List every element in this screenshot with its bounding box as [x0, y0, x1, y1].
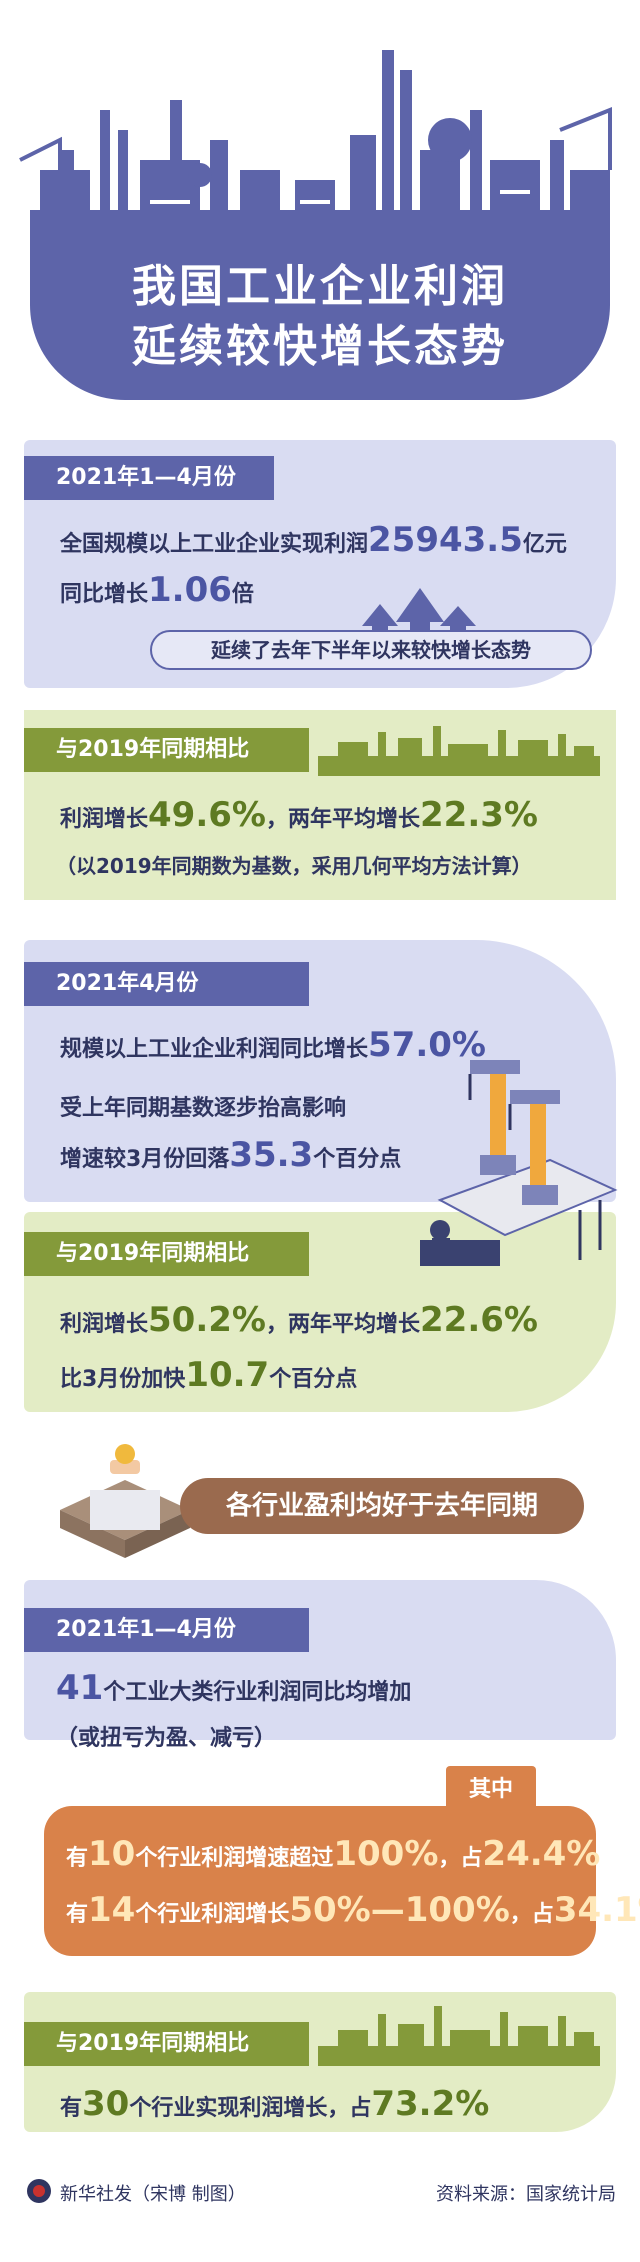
- section-tag: 与2019年同期相比: [24, 728, 309, 772]
- label: 有: [60, 2096, 83, 2121]
- label: 个行业实现利润增长，占: [129, 2096, 372, 2121]
- total-profit-value: 25943.5: [368, 520, 523, 560]
- growth-arrows-icon: [362, 588, 476, 630]
- profit-growth-vs-2019-line: 利润增长49.6%，两年平均增长22.3%: [60, 795, 538, 835]
- industries-vs-2019-line: 有30个行业实现利润增长，占73.2%: [60, 2084, 489, 2124]
- xinhua-logo-icon: [27, 2179, 51, 2203]
- value: 50%—100%: [289, 1890, 510, 1930]
- label: 有: [66, 1846, 89, 1871]
- yoy-growth-line: 同比增长1.06倍: [60, 570, 254, 610]
- section-tag: 2021年4月份: [24, 962, 309, 1006]
- label: 有: [66, 1902, 89, 1927]
- avg-growth-value: 22.3%: [420, 795, 538, 835]
- label: 比3月份加快: [60, 1367, 186, 1392]
- acceleration-line: 比3月份加快10.7个百分点: [60, 1355, 357, 1395]
- label: 个百分点: [269, 1367, 358, 1392]
- industry-banner-text: 各行业盈利均好于去年同期: [225, 1491, 538, 1521]
- industry-banner: 各行业盈利均好于去年同期: [180, 1478, 584, 1534]
- value: 73.2%: [371, 2084, 490, 2124]
- breakdown-badge-text: 其中: [468, 1777, 513, 1802]
- total-profit-unit: 亿元: [522, 532, 567, 557]
- value: 30: [82, 2084, 130, 2124]
- footer-credit: 新华社发（宋博 制图）: [60, 2180, 246, 2206]
- total-profit-line: 全国规模以上工业企业实现利润25943.5亿元: [60, 520, 567, 560]
- avg-growth-value: 22.6%: [420, 1300, 538, 1340]
- slowdown-value: 35.3: [229, 1135, 314, 1175]
- industries-increase-line: 41个工业大类行业利润同比均增加: [56, 1668, 411, 1708]
- section-tag: 与2019年同期相比: [24, 1232, 309, 1276]
- factory-silhouette-icon: [318, 726, 600, 776]
- method-note: （以2019年同期数为基数，采用几何平均方法计算）: [56, 854, 532, 878]
- page-title-line1: 我国工业企业利润: [132, 261, 508, 312]
- breakdown-badge: 其中: [446, 1766, 536, 1814]
- value: 14: [88, 1890, 136, 1930]
- label: 个行业利润增长: [135, 1902, 290, 1927]
- total-profit-label: 全国规模以上工业企业实现利润: [60, 532, 369, 557]
- value: 34.1%: [553, 1890, 640, 1930]
- industrial-skyline-illustration: [19, 50, 612, 230]
- data-source: 资料来源：国家统计局: [436, 2184, 616, 2205]
- title-banner: [30, 210, 610, 400]
- trend-note: 延续了去年下半年以来较快增长态势: [211, 638, 531, 662]
- label: 利润增长: [60, 807, 149, 832]
- label: 规模以上工业企业利润同比增长: [60, 1037, 369, 1062]
- breakdown-line-1: 有10个行业利润增速超过100%，占24.4%: [66, 1834, 600, 1874]
- label: 个工业大类行业利润同比均增加: [103, 1680, 412, 1705]
- breakdown-panel: [44, 1806, 596, 1956]
- label: ，占: [509, 1902, 554, 1927]
- factory-silhouette-icon: [318, 2006, 600, 2066]
- value: 100%: [333, 1834, 439, 1874]
- value: 10: [88, 1834, 136, 1874]
- slowdown-line: 增速较3月份回落35.3个百分点: [60, 1135, 401, 1175]
- yoy-growth-value: 1.06: [148, 570, 232, 610]
- label: 个行业利润增速超过: [135, 1846, 334, 1871]
- section-tag: 2021年1—4月份: [24, 1608, 309, 1652]
- loss-note-line: （或扭亏为盈、减亏）: [56, 1726, 277, 1751]
- section-tag: 与2019年同期相比: [24, 2022, 309, 2066]
- profit-growth-value: 49.6%: [148, 795, 266, 835]
- label: 增速较3月份回落: [60, 1147, 230, 1172]
- building-coin-illustration: [60, 1444, 190, 1558]
- designer-credit: （宋博 制图）: [132, 2184, 246, 2205]
- label: 利润增长: [60, 1312, 149, 1337]
- agency-name: 新华社发: [60, 2184, 132, 2205]
- acceleration-value: 10.7: [185, 1355, 270, 1395]
- value: 24.4%: [482, 1834, 601, 1874]
- label: ，两年平均增长: [265, 1312, 420, 1337]
- section-tag: 2021年1—4月份: [24, 456, 274, 500]
- april-growth-value: 57.0%: [368, 1025, 486, 1065]
- profit-growth-value: 50.2%: [148, 1300, 266, 1340]
- yoy-growth-label: 同比增长: [60, 582, 149, 607]
- apr-growth-vs-2019-line: 利润增长50.2%，两年平均增长22.6%: [60, 1300, 538, 1340]
- section-industries-panel: [24, 1580, 616, 1740]
- robot-arm-factory-illustration: [420, 1060, 618, 1266]
- label: 个百分点: [313, 1147, 402, 1172]
- april-profit-growth-line: 规模以上工业企业利润同比增长57.0%: [60, 1025, 486, 1065]
- breakdown-line-2: 有14个行业利润增长50%—100%，占34.1%: [66, 1890, 640, 1930]
- industries-count-value: 41: [56, 1668, 104, 1708]
- trend-note-box: 延续了去年下半年以来较快增长态势: [150, 630, 592, 670]
- label: ，占: [438, 1846, 483, 1871]
- base-effect-line: 受上年同期基数逐步抬高影响: [60, 1096, 347, 1121]
- page-title-line2: 延续较快增长态势: [132, 321, 508, 372]
- label: ，两年平均增长: [265, 807, 420, 832]
- yoy-growth-unit: 倍: [231, 582, 254, 607]
